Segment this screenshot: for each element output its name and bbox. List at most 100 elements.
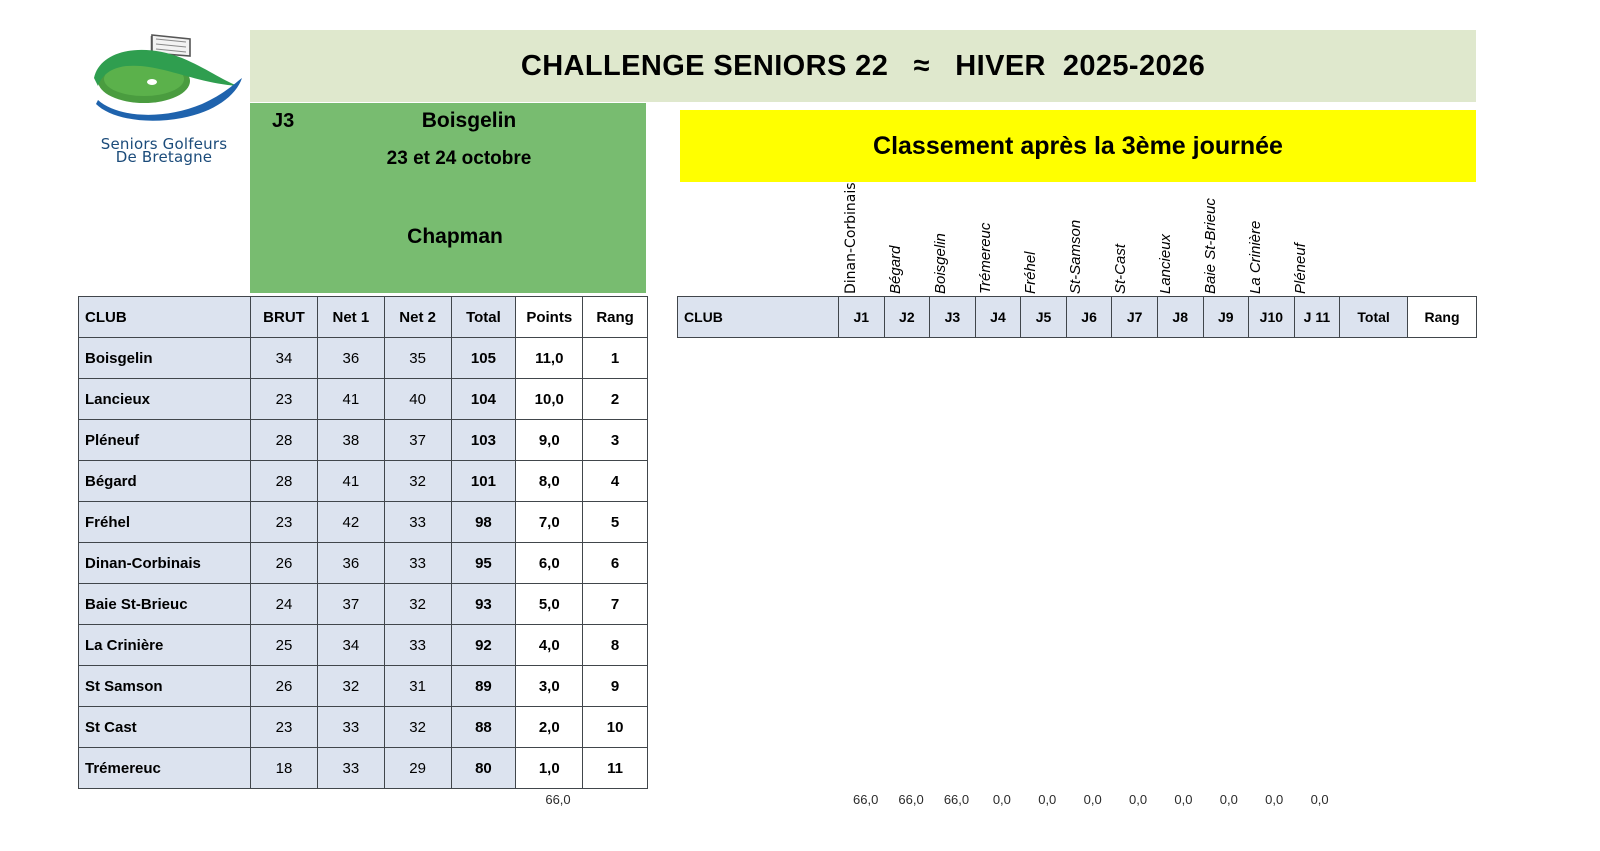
table-cell: 28 — [250, 419, 318, 461]
standings-col-header: J1 — [838, 296, 885, 338]
rotated-column-label: Boisgelin — [926, 182, 971, 296]
table-cell: 7 — [582, 583, 648, 625]
table-cell: 9 — [582, 665, 648, 707]
table-cell: Baie St-Brieuc — [77, 583, 252, 625]
table-cell: 34 — [316, 624, 385, 666]
column-total: 0,0 — [1219, 792, 1238, 807]
table-cell: 2 — [582, 378, 648, 420]
table-cell: 37 — [316, 583, 385, 625]
table-cell: 10,0 — [515, 378, 584, 420]
standings-col-header: J 11 — [1293, 296, 1341, 338]
rotated-column-label: Trémereuc — [971, 182, 1016, 296]
table-cell: Trémereuc — [77, 747, 252, 789]
standings-col-header: J3 — [929, 296, 976, 338]
rotated-column-label-text: Fréhel — [1021, 251, 1039, 294]
day-results-points-total: 66,0 — [545, 792, 571, 807]
table-cell: 32 — [383, 583, 452, 625]
table-cell: 2,0 — [515, 706, 584, 748]
ranking-banner: Classement après la 3ème journée — [680, 110, 1476, 182]
table-cell: 5 — [582, 501, 648, 543]
table-cell: 36 — [316, 337, 385, 379]
table-cell: 33 — [383, 624, 452, 666]
table-row: Bégard 28 41 32 101 8,0 4 — [77, 460, 648, 502]
table-cell: 34 — [250, 337, 318, 379]
table-cell: 24 — [250, 583, 318, 625]
column-total: 0,0 — [1174, 792, 1193, 807]
standings-col-header: CLUB — [677, 296, 839, 338]
table-cell: 31 — [383, 665, 452, 707]
standings-col-header: J6 — [1065, 296, 1113, 338]
table-cell: 33 — [383, 542, 452, 584]
table-cell: 33 — [316, 747, 385, 789]
table-cell: 10 — [582, 706, 648, 748]
logo-line-2: De Bretagne — [115, 148, 213, 167]
rotated-column-label: Bégard — [881, 182, 926, 296]
logo-line-1: Seniors Golfeurs — [100, 135, 228, 153]
rotated-column-label-text: St-Cast — [1111, 243, 1129, 294]
table-cell: 80 — [450, 747, 517, 789]
table-cell: 23 — [250, 378, 318, 420]
day-results-col-header: Net 2 — [383, 296, 452, 338]
table-cell: St Samson — [77, 665, 252, 707]
standings-col-header: J8 — [1156, 296, 1204, 338]
rotated-column-label-text: La Crinière — [1246, 220, 1264, 294]
table-cell: 26 — [250, 542, 318, 584]
standings-col-header: Rang — [1407, 296, 1477, 338]
table-cell: 18 — [250, 747, 318, 789]
table-cell: 6,0 — [515, 542, 584, 584]
page-title-banner: CHALLENGE SENIORS 22 ≈ HIVER 2025-2026 — [250, 30, 1476, 102]
table-cell: 35 — [383, 337, 452, 379]
rotated-column-label: St-Cast — [1106, 182, 1151, 296]
table-cell: 89 — [450, 665, 517, 707]
table-row: Dinan-Corbinais 26 36 33 95 6,0 6 — [77, 542, 648, 584]
table-cell: 33 — [316, 706, 385, 748]
table-cell: 28 — [250, 460, 318, 502]
table-cell: St Cast — [77, 706, 252, 748]
column-total: 66,0 — [943, 792, 970, 807]
rotated-column-headers: Dinan-Corbinais Bégard Boisgelin Trémereuc F… — [677, 182, 1477, 296]
table-cell: 8 — [582, 624, 648, 666]
standings-table: CLUB J1 J2 J3 J4 J5 J6 J7 J8 J9 J10 J 11 Total Rang — [677, 296, 1477, 338]
event-format: Chapman — [407, 225, 503, 248]
table-cell: Lancieux — [77, 378, 252, 420]
rotated-column-label: St-Samson — [1061, 182, 1106, 296]
table-cell: 101 — [450, 460, 517, 502]
table-cell: 88 — [450, 706, 517, 748]
rotated-column-label-text: Baie St-Brieuc — [1201, 198, 1219, 294]
column-total: 66,0 — [898, 792, 924, 807]
page-title: CHALLENGE SENIORS 22 ≈ HIVER 2025-2026 — [520, 49, 1206, 82]
table-cell: Boisgelin — [77, 337, 252, 379]
day-results-col-header: BRUT — [250, 296, 318, 338]
table-cell: 38 — [316, 419, 385, 461]
table-cell: 42 — [316, 501, 385, 543]
rotated-column-label-text: Dinan-Corbinais — [842, 182, 859, 294]
table-cell: Dinan-Corbinais — [77, 542, 252, 584]
table-cell: 23 — [250, 706, 318, 748]
table-cell: 104 — [450, 378, 517, 420]
table-cell: 33 — [383, 501, 452, 543]
event-day-code: J3 — [272, 110, 295, 132]
column-total: 0,0 — [1310, 792, 1329, 807]
rotated-column-label-text: Boisgelin — [931, 233, 949, 294]
standings-col-header: Total — [1339, 296, 1409, 338]
table-row: La Crinière 25 34 33 92 4,0 8 — [77, 624, 648, 666]
rotated-column-label: Lancieux — [1151, 182, 1196, 296]
standings-header-row: CLUB J1 J2 J3 J4 J5 J6 J7 J8 J9 J10 J 11 Total Rang — [677, 296, 1477, 338]
table-cell: 25 — [250, 624, 318, 666]
table-cell: 11 — [582, 747, 648, 789]
table-cell: 8,0 — [515, 460, 584, 502]
event-dates: 23 et 24 octobre — [386, 148, 532, 169]
table-cell: 5,0 — [515, 583, 584, 625]
golf-green-logo-icon — [94, 34, 242, 121]
column-total: 0,0 — [1083, 792, 1102, 807]
standings-col-header: J10 — [1248, 296, 1295, 338]
rotated-column-label-text: St-Samson — [1066, 219, 1084, 294]
table-row: Boisgelin 34 36 35 105 11,0 1 — [77, 337, 648, 379]
table-cell: 41 — [316, 378, 385, 420]
table-cell: 37 — [383, 419, 452, 461]
club-logo: Seniors Golfeurs De Bretagne — [78, 22, 250, 182]
column-total: 0,0 — [1038, 792, 1057, 807]
table-cell: 7,0 — [515, 501, 584, 543]
rotated-column-label-text: Bégard — [886, 245, 904, 294]
table-cell: 32 — [316, 665, 385, 707]
